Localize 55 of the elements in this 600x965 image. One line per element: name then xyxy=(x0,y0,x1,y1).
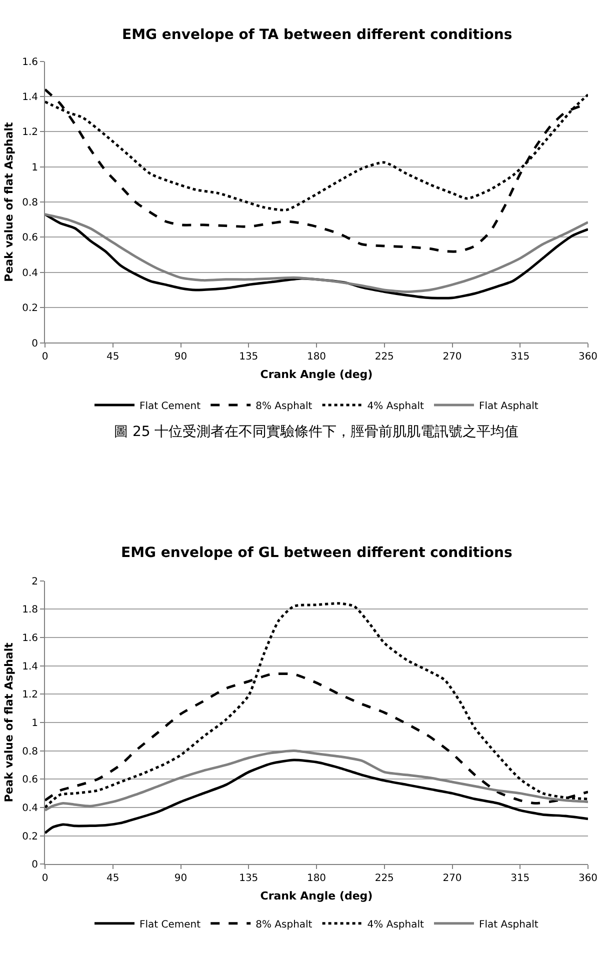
y-tick-label: 0 xyxy=(32,860,38,871)
legend-label: 4% Asphalt xyxy=(367,400,424,412)
x-axis-title: Crank Angle (deg) xyxy=(260,889,373,902)
legend-label: 8% Asphalt xyxy=(256,919,312,930)
x-tick-label: 315 xyxy=(510,352,530,363)
x-tick-label: 225 xyxy=(374,352,394,363)
y-tick-label: 2 xyxy=(32,576,38,588)
x-tick-label: 45 xyxy=(106,352,120,363)
chart-title: EMG envelope of TA between different conditions xyxy=(122,27,512,43)
line-series xyxy=(45,758,588,834)
x-tick-label: 360 xyxy=(578,873,598,884)
x-axis-title: Crank Angle (deg) xyxy=(260,368,373,381)
y-axis-title: Peak value of flat Asphalt xyxy=(2,122,16,282)
y-tick-label: 0.6 xyxy=(22,232,38,244)
x-tick-label: 315 xyxy=(510,873,530,884)
y-tick-label: 1 xyxy=(32,718,38,729)
y-tick-label: 0.2 xyxy=(22,831,38,842)
y-tick-label: 1.6 xyxy=(22,632,38,644)
x-tick-label: 225 xyxy=(374,873,394,884)
legend-label: Flat Cement xyxy=(140,919,201,930)
y-tick-label: 0.8 xyxy=(22,746,38,758)
x-tick-label: 135 xyxy=(239,352,258,363)
y-tick-label: 0 xyxy=(32,338,38,350)
x-tick-label: 135 xyxy=(239,873,258,884)
y-tick-label: 1.6 xyxy=(22,56,38,68)
x-tick-label: 45 xyxy=(106,873,120,884)
legend-label: Flat Asphalt xyxy=(478,919,538,930)
y-tick-label: 1.2 xyxy=(22,127,38,138)
y-tick-label: 1.8 xyxy=(22,604,38,616)
y-tick-label: 1 xyxy=(32,162,38,174)
x-tick-label: 0 xyxy=(42,873,48,884)
legend-label: Flat Cement xyxy=(140,400,201,412)
legend-label: Flat Asphalt xyxy=(478,400,538,412)
line-series xyxy=(45,602,588,809)
x-tick-label: 90 xyxy=(174,352,188,363)
x-tick-label: 0 xyxy=(42,352,48,363)
caption: 圖 25 十位受測者在不同實驗條件下，脛骨前肌肌電訊號之平均值 xyxy=(114,424,519,440)
y-tick-label: 0.8 xyxy=(22,198,38,209)
y-tick-label: 1.4 xyxy=(22,92,38,103)
y-tick-label: 0.4 xyxy=(22,268,38,279)
x-tick-label: 270 xyxy=(442,352,462,363)
x-tick-label: 180 xyxy=(306,873,326,884)
y-tick-label: 1.4 xyxy=(22,661,38,672)
y-axis-title: Peak value of flat Asphalt xyxy=(2,642,16,802)
y-tick-label: 0.4 xyxy=(22,802,38,814)
y-tick-label: 1.2 xyxy=(22,690,38,701)
x-tick-label: 360 xyxy=(578,352,598,363)
x-tick-label: 90 xyxy=(174,873,188,884)
y-tick-label: 0.6 xyxy=(22,774,38,786)
legend-label: 4% Asphalt xyxy=(367,919,424,930)
chart-title: EMG envelope of GL between different conditions xyxy=(121,545,512,561)
legend-label: 8% Asphalt xyxy=(256,400,312,412)
x-tick-label: 270 xyxy=(442,873,462,884)
x-tick-label: 180 xyxy=(306,352,326,363)
y-tick-label: 0.2 xyxy=(22,303,38,314)
